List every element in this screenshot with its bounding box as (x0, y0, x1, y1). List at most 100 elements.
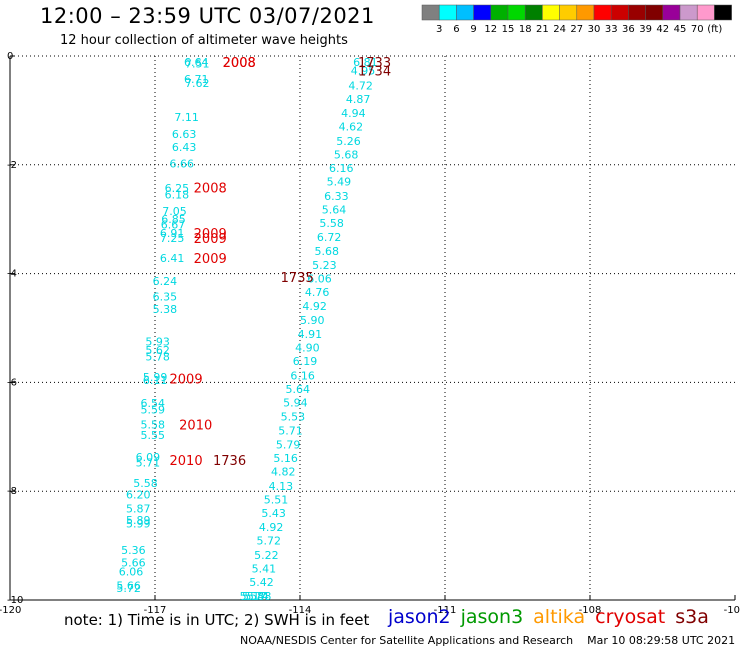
wave-height-value: 5.72 (257, 535, 282, 548)
wave-height-value: 5.66 (116, 579, 141, 592)
wave-height-value: 5.89 (126, 514, 151, 527)
wave-height-value: 5.93 (145, 336, 170, 349)
wave-height-value: 5.55 (141, 429, 166, 442)
time-label: 2010 (179, 418, 212, 433)
wave-height-value: 6.20 (126, 488, 151, 501)
colorbar-label: 70 (691, 24, 704, 35)
y-tick-label: -6 (7, 377, 17, 388)
wave-height-value: 5.68 (315, 245, 340, 258)
wave-height-value: 5.51 (264, 493, 289, 506)
wave-height-value: 7.05 (162, 205, 187, 218)
wave-height-value: 4.87 (346, 93, 371, 106)
colorbar-label: 21 (536, 24, 549, 35)
wave-height-value: 4.62 (339, 121, 364, 134)
wave-height-value: 5.48 (247, 590, 271, 603)
wave-height-value: 5.42 (249, 576, 274, 589)
wave-height-value: 6.64 (184, 56, 209, 69)
colorbar-label: 42 (656, 24, 669, 35)
colorbar-swatch (524, 4, 543, 21)
credit-timestamp: Mar 10 08:29:58 UTC 2021 (587, 634, 736, 647)
wave-height-value: 5.36 (121, 544, 145, 557)
colorbar-swatch (714, 4, 732, 21)
wave-height-value: 5.26 (336, 135, 361, 148)
wave-height-value: 5.53 (281, 411, 306, 424)
time-label: 2009 (194, 227, 227, 242)
colorbar-label: 27 (570, 24, 583, 35)
page-subtitle: 12 hour collection of altimeter wave hei… (60, 33, 348, 48)
data-points: 6.647.51 6.717.62 7.11 6.636.43 6.66 6.256.18… (116, 56, 377, 603)
wave-height-value: 5.58 (141, 418, 166, 431)
colorbar-swatch (473, 4, 492, 21)
colorbar-label: 6 (453, 24, 459, 35)
wave-height-value: 6.81 (353, 56, 378, 69)
chart-note: note: 1) Time is in UTC; 2) SWH is in fe… (64, 611, 370, 629)
legend-jason3: jason3 (460, 606, 524, 628)
colorbar-swatch (645, 4, 664, 21)
wave-height-value: 7.11 (174, 111, 199, 124)
wave-height-value: 6.85 (161, 213, 186, 226)
wave-height-value: 5.58 (319, 217, 344, 230)
colorbar-unit: (ft) (707, 24, 722, 35)
y-tick-label: -8 (7, 486, 17, 497)
y-tick-label: -10 (7, 595, 23, 606)
wave-height-value: 5.17 (242, 590, 267, 603)
wave-height-value: 5.68 (334, 148, 359, 161)
x-tick-label: -108 (579, 605, 602, 616)
wave-height-value: 6.91 (160, 227, 185, 240)
wave-height-value: 5.23 (312, 259, 337, 272)
wave-height-value: 5.71 (278, 424, 303, 437)
legend-s3a: s3a (675, 606, 709, 628)
colorbar-swatch (576, 4, 595, 21)
credit-line: NOAA/NESDIS Center for Satellite Applica… (240, 634, 735, 647)
time-label: 2009 (170, 373, 203, 388)
wave-height-value: 5.71 (136, 456, 161, 469)
colorbar-label: 15 (502, 24, 515, 35)
wave-height-value: 4.82 (271, 466, 296, 479)
wave-height-value: 4.94 (341, 107, 366, 120)
satellite-legend: jason2 jason3 altika cryosat s3a (388, 606, 719, 628)
wave-height-value: 5.62 (145, 344, 170, 357)
tick-labels: -120 -117 -114 -111 -108 -105 0 -2 -4 -6 -8 -10 (0, 51, 740, 616)
wave-height-value: 5.38 (153, 303, 178, 316)
colorbar-swatch (456, 4, 474, 21)
time-label: 1733 (358, 56, 391, 71)
colorbar-swatch (662, 4, 681, 21)
colorbar-swatch (696, 4, 715, 21)
wave-height-value: 6.24 (153, 275, 178, 288)
wave-height-value: 6.19 (293, 355, 318, 368)
colorbar-swatch (628, 4, 646, 21)
wave-height-value: 4.72 (348, 79, 373, 92)
wave-height-value: 5.72 (116, 582, 141, 595)
wave-height-value: 6.54 (141, 397, 166, 410)
legend-jason2: jason2 (388, 606, 451, 628)
wave-height-value: 6.72 (317, 231, 342, 244)
wave-height-value: 4.13 (269, 480, 294, 493)
wave-height-value: 6.41 (160, 252, 185, 265)
time-label: 2008 (194, 182, 227, 197)
x-tick-label: -111 (434, 605, 457, 616)
time-label: 1734 (358, 65, 391, 80)
wave-height-value: 4.76 (305, 286, 330, 299)
colorbar-label: 24 (553, 24, 566, 35)
colorbar-swatch (679, 4, 698, 21)
x-tick-label: -120 (0, 605, 21, 616)
credit-agency: NOAA/NESDIS Center for Satellite Applica… (240, 634, 574, 647)
time-label: 2008 (223, 56, 256, 71)
wave-height-value: 6.11 (143, 374, 168, 387)
wave-height-value: 4.92 (302, 300, 327, 313)
wave-height-value: 6.67 (161, 219, 186, 232)
wave-height-value: 5.90 (300, 314, 325, 327)
wave-height-value: 6.06 (307, 272, 332, 285)
wave-height-value: 5.74 (244, 590, 269, 603)
wave-height-value: 6.18 (165, 189, 190, 202)
colorbar-label: 30 (588, 24, 601, 35)
wave-height-value: 5.59 (141, 404, 166, 417)
wave-height-value: 4.95 (351, 65, 376, 78)
time-label: 2009 (194, 252, 227, 267)
colorbar-swatch (438, 4, 457, 21)
wave-height-value: 6.63 (172, 128, 197, 141)
colorbar-label: 12 (484, 24, 497, 35)
page-title: 12:00 – 23:59 UTC 03/07/2021 (40, 4, 375, 28)
wave-height-value: 5.58 (240, 590, 264, 603)
